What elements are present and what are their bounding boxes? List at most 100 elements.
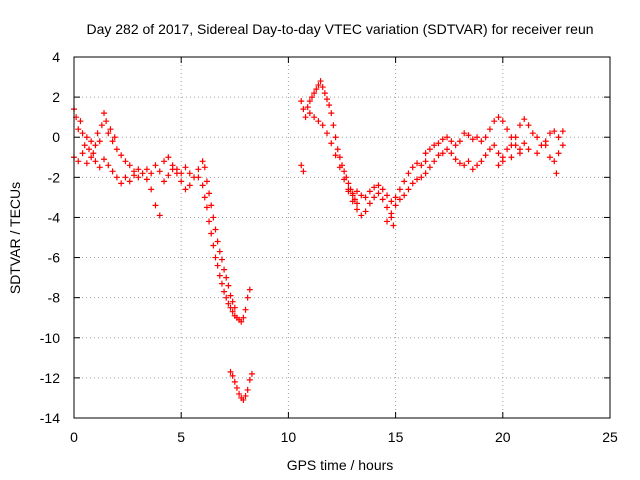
data-point <box>435 140 442 147</box>
series-descent-secondary <box>203 178 238 311</box>
data-point <box>379 186 386 193</box>
y-tick-label: -2 <box>48 169 61 185</box>
data-point <box>96 138 103 145</box>
data-point <box>448 138 455 145</box>
x-tick-label: 0 <box>70 429 78 445</box>
data-point <box>118 152 125 159</box>
data-point <box>553 170 560 177</box>
y-tick-label: -12 <box>40 370 60 386</box>
data-point <box>461 162 468 169</box>
data-point <box>75 158 82 165</box>
data-point <box>388 210 395 217</box>
data-point <box>418 174 425 181</box>
data-point <box>478 138 485 145</box>
data-point <box>392 194 399 201</box>
data-point <box>238 318 245 325</box>
data-point <box>152 202 159 209</box>
data-point <box>384 218 391 225</box>
data-point <box>79 150 86 157</box>
data-point <box>240 314 247 321</box>
data-point <box>379 196 386 203</box>
data-point <box>212 226 219 233</box>
data-point <box>178 170 185 177</box>
data-point <box>236 390 243 397</box>
data-point <box>431 142 438 149</box>
data-point <box>332 134 339 141</box>
data-point <box>521 140 528 147</box>
data-point <box>354 188 361 195</box>
data-point <box>203 178 210 185</box>
grid <box>74 57 610 418</box>
data-point <box>405 186 412 193</box>
data-point <box>354 206 361 213</box>
x-axis-ticks: 0 5 10 15 20 25 <box>70 57 618 445</box>
data-point <box>388 198 395 205</box>
data-point <box>315 118 322 125</box>
data-point <box>165 154 172 161</box>
data-point <box>135 174 142 181</box>
data-point <box>366 188 373 195</box>
data-point <box>101 156 108 163</box>
data-point <box>186 170 193 177</box>
data-point <box>182 186 189 193</box>
data-point <box>186 182 193 189</box>
data-point <box>148 170 155 177</box>
data-point <box>223 294 230 301</box>
y-tick-label: -6 <box>48 250 61 266</box>
data-point <box>313 86 320 93</box>
data-point <box>229 298 236 305</box>
data-point <box>414 176 421 183</box>
data-point <box>143 166 150 173</box>
x-tick-label: 15 <box>388 429 404 445</box>
data-point <box>248 370 255 377</box>
data-point <box>210 214 217 221</box>
series-late-band <box>495 116 566 161</box>
data-point <box>94 130 101 137</box>
data-point <box>229 372 236 379</box>
data-point <box>161 158 168 165</box>
data-point <box>298 162 305 169</box>
data-point <box>516 122 523 129</box>
data-point <box>349 198 356 205</box>
data-point <box>109 168 116 175</box>
data-point <box>156 212 163 219</box>
data-point <box>131 172 138 179</box>
data-point <box>195 166 202 173</box>
data-point <box>461 130 468 137</box>
data-point <box>306 98 313 105</box>
data-point <box>474 162 481 169</box>
data-point <box>105 162 112 169</box>
data-point <box>546 130 553 137</box>
data-point <box>201 164 208 171</box>
data-point <box>336 154 343 161</box>
data-point <box>508 142 515 149</box>
data-point <box>77 118 84 125</box>
data-point <box>559 128 566 135</box>
data-point <box>214 238 221 245</box>
data-point <box>401 178 408 185</box>
data-point <box>525 146 532 153</box>
data-point <box>396 186 403 193</box>
data-point <box>122 174 129 181</box>
chart-title: Day 282 of 2017, Sidereal Day-to-day VTE… <box>86 21 593 37</box>
plot-frame <box>73 56 611 419</box>
data-point <box>508 154 515 161</box>
data-point <box>371 194 378 201</box>
data-point <box>216 272 223 279</box>
data-point <box>201 194 208 201</box>
data-point <box>529 130 536 137</box>
y-tick-label: 2 <box>52 89 60 105</box>
data-point <box>139 170 146 177</box>
data-point <box>242 306 249 313</box>
data-point <box>113 174 120 181</box>
series-cluster-early-upper <box>71 106 142 175</box>
data-point <box>240 396 247 403</box>
data-point <box>499 158 506 165</box>
data-point <box>546 154 553 161</box>
data-point <box>486 146 493 153</box>
data-point <box>328 140 335 147</box>
data-point <box>208 230 215 237</box>
data-point <box>452 142 459 149</box>
data-point <box>555 134 562 141</box>
